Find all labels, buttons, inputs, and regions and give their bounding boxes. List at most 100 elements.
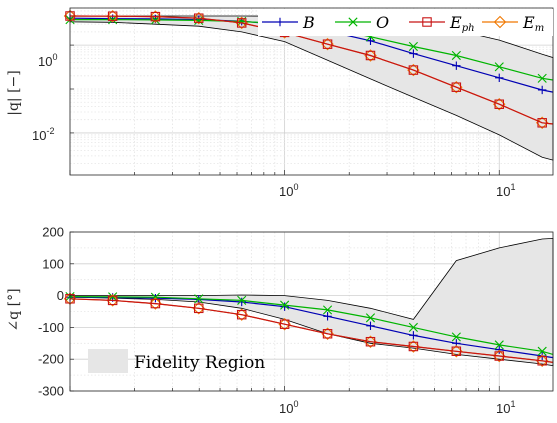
legend-label-o: O [376, 13, 389, 32]
marker-em [364, 335, 377, 348]
magnitude-ticks [69, 44, 500, 175]
marker-em [407, 340, 420, 353]
marker-o [150, 292, 160, 302]
marker-o [537, 73, 547, 83]
marker-em [192, 11, 205, 25]
marker-o [194, 294, 204, 304]
legend-marker-eph [422, 17, 432, 27]
phase-ytick-label: 200 [42, 225, 64, 240]
phase-xtick-label-1: 101 [496, 399, 515, 416]
marker-em [235, 16, 248, 30]
marker-b [409, 331, 418, 340]
phase-ytick-label: 0 [57, 288, 64, 303]
marker-b [366, 36, 375, 46]
legend-label-b: B [302, 13, 315, 32]
marker-eph [194, 303, 204, 314]
marker-o [108, 15, 118, 25]
marker-em [450, 345, 463, 358]
marker-b [280, 302, 289, 311]
marker-o [494, 62, 504, 72]
series-line-eph [69, 15, 554, 125]
marker-eph [107, 295, 118, 306]
phase-ytick-labels: 200 100 0 -100 -200 -300 [38, 225, 64, 399]
marker-em [106, 9, 119, 23]
phase-ytick-label: 100 [42, 256, 64, 271]
marker-b [409, 49, 418, 58]
marker-eph [451, 346, 462, 356]
mag-ytick-label-0: 100 [38, 52, 57, 69]
marker-o [365, 313, 376, 323]
magnitude-plot: 100 10-2 100 101 |q| [−] B O Eph Em [6, 7, 554, 199]
marker-o [494, 340, 504, 350]
phase-ytick-label: -100 [38, 320, 64, 335]
phase-ytick-label: -200 [38, 352, 64, 367]
mag-xtick-label-1: 101 [496, 182, 515, 199]
marker-eph [365, 336, 376, 347]
phase-series [63, 291, 554, 368]
marker-em [278, 317, 291, 331]
legend-label-eph: Eph [449, 13, 475, 34]
marker-eph [408, 341, 419, 352]
series-line-eph [69, 298, 554, 363]
marker-em [493, 349, 506, 363]
marker-em [321, 37, 334, 51]
marker-o [408, 41, 418, 52]
marker-eph [150, 11, 161, 22]
marker-em [192, 302, 205, 315]
legend-marker-em [493, 15, 507, 29]
phase-ytick-label: -300 [38, 384, 64, 399]
marker-b [537, 85, 547, 95]
marker-b [366, 321, 375, 331]
legend-marker-b [275, 17, 285, 27]
marker-b [495, 345, 504, 354]
phase-plot: 200 100 0 -100 -200 -300 100 101 ∠q [°] Fidel… [6, 225, 554, 416]
marker-o [237, 295, 247, 305]
legend-marker-o [348, 17, 358, 27]
marker-o [451, 332, 461, 342]
marker-eph [107, 11, 118, 21]
marker-eph [194, 13, 204, 23]
marker-o [451, 50, 461, 61]
marker-em [535, 354, 549, 368]
marker-eph [279, 319, 290, 329]
marker-eph [150, 298, 161, 309]
marker-eph [322, 329, 333, 339]
marker-em [364, 49, 377, 62]
marker-b [452, 61, 461, 70]
fidelity-legend: Fidelity Region [88, 349, 265, 373]
marker-eph [494, 351, 505, 361]
marker-eph [236, 18, 247, 28]
marker-em [149, 10, 162, 23]
marker-o [322, 305, 333, 315]
marker-b [237, 297, 246, 307]
marker-o [408, 322, 418, 332]
marker-eph [236, 309, 247, 320]
mag-ylabel: |q| [−] [6, 70, 22, 116]
marker-eph [537, 356, 547, 366]
fidelity-legend-label: Fidelity Region [134, 353, 265, 373]
marker-o [537, 346, 547, 356]
legend-label-em: Em [522, 13, 544, 34]
phase-ylabel: ∠q [°] [6, 288, 22, 331]
marker-eph [537, 118, 547, 128]
marker-eph [365, 50, 376, 61]
mag-xtick-label-0: 100 [279, 182, 298, 199]
marker-em [149, 297, 162, 310]
marker-b [495, 73, 504, 83]
marker-o [280, 300, 290, 310]
marker-b [323, 312, 332, 321]
marker-em [321, 327, 334, 340]
marker-eph [451, 82, 462, 92]
marker-eph [322, 39, 333, 49]
marker-eph [408, 65, 419, 75]
marker-o [108, 292, 118, 302]
magnitude-axes-box [69, 7, 554, 176]
marker-em [106, 294, 119, 307]
marker-em [235, 308, 248, 321]
fidelity-legend-swatch [88, 349, 128, 373]
marker-eph [494, 99, 505, 109]
phase-xtick-label-0: 100 [279, 399, 298, 416]
legend: B O Eph Em [258, 9, 553, 36]
phase-axes-box [69, 231, 554, 392]
